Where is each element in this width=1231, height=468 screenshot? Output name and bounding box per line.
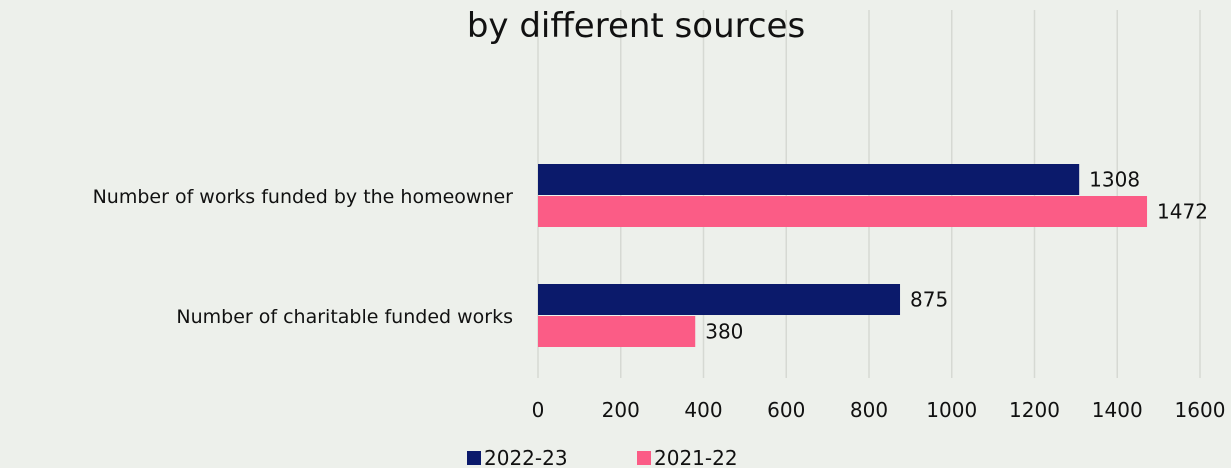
category-label: Number of works funded by the homeowner <box>93 186 514 208</box>
legend-label: 2022-23 <box>484 446 568 468</box>
x-tick-label: 1600 <box>1175 398 1226 422</box>
legend-swatch <box>637 451 651 465</box>
x-axis-ticks: 0 200 400 600 800 1000 1200 1400 1600 <box>532 398 1226 422</box>
category-label: Number of charitable funded works <box>176 306 513 328</box>
x-tick-label: 0 <box>532 398 545 422</box>
bar-2021-22-1 <box>538 316 696 347</box>
legend: 2022-23 2021-22 <box>467 446 738 468</box>
bar-2022-23-0 <box>538 164 1080 195</box>
x-tick-label: 200 <box>602 398 640 422</box>
x-tick-label: 800 <box>850 398 888 422</box>
x-tick-label: 1000 <box>926 398 977 422</box>
x-tick-label: 1200 <box>1009 398 1060 422</box>
x-tick-label: 1400 <box>1092 398 1143 422</box>
x-tick-label: 600 <box>767 398 805 422</box>
x-tick-label: 400 <box>684 398 722 422</box>
legend-swatch <box>467 451 481 465</box>
data-label: 380 <box>705 320 743 344</box>
data-label: 1308 <box>1089 168 1140 192</box>
bars <box>538 164 1148 347</box>
chart-title: by different sources <box>467 6 805 46</box>
bar-2021-22-0 <box>538 196 1148 227</box>
data-label: 875 <box>910 288 948 312</box>
bar-2022-23-1 <box>538 284 901 315</box>
legend-label: 2021-22 <box>654 446 738 468</box>
data-labels: 1308 1472 875 380 <box>705 168 1208 344</box>
category-labels: Number of works funded by the homeowner N… <box>93 186 514 328</box>
data-label: 1472 <box>1157 200 1208 224</box>
